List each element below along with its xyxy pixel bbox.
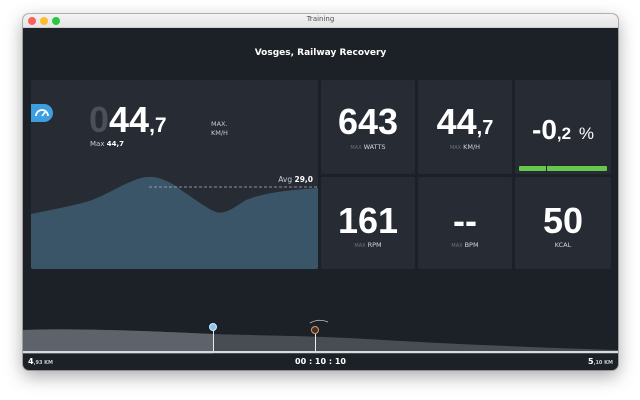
bpm-tile[interactable]: -- MAX BPM (418, 177, 512, 269)
current-speed: 044,7 (89, 102, 167, 138)
speed-unit: KM/H (211, 129, 228, 137)
speed-leading-digit: 0 (89, 99, 110, 140)
balance-unit: % (578, 124, 594, 143)
avg-speed-value: 29,0 (294, 175, 313, 184)
watts-value: 643 (337, 101, 399, 142)
rpm-caption: MAX RPM (321, 241, 415, 249)
avg-speed: Avg 29,0 (278, 175, 313, 184)
speed-tile-decimal: ,7 (476, 117, 494, 139)
bpm-max-prefix: MAX (451, 243, 463, 249)
rpm-tile[interactable]: 161 MAX RPM (321, 177, 415, 269)
zoom-window-button[interactable] (52, 17, 60, 25)
speed-tile-value: 44,7 (418, 104, 512, 140)
distance-covered-integer: 4 (28, 357, 34, 366)
route-total-integer: 5 (587, 357, 594, 366)
kcal-unit: KCAL (554, 241, 572, 249)
close-window-button[interactable] (28, 17, 36, 25)
speed-tile-max-prefix: MAX (449, 145, 462, 151)
kcal-value: 50 (542, 200, 584, 241)
balance-value: -0,2 % (515, 116, 611, 144)
route-total-decimals: ,10 KM (593, 360, 613, 366)
rpm-max-prefix: MAX (354, 243, 366, 249)
balance-marker (546, 162, 547, 173)
speed-tile-unit: KM/H (463, 143, 481, 151)
elapsed-time: 00 : 10 : 10 (295, 357, 346, 366)
rider-marker-stem (213, 330, 214, 352)
speed-history-area (31, 176, 318, 269)
balance-tile[interactable]: -0,2 % (515, 80, 611, 174)
speed-panel[interactable]: 044,7 MAX. KM/H Max 44,7 Avg 29,0 (31, 80, 318, 269)
watts-tile[interactable]: 643 MAX WATTS (321, 80, 415, 174)
opponent-position-marker[interactable] (311, 326, 319, 334)
opponent-marker-stem (315, 334, 316, 352)
watts-max-prefix: MAX (350, 145, 362, 151)
title-bar: Training (23, 14, 618, 28)
balance-bar (519, 166, 607, 171)
elevation-profile[interactable] (23, 314, 618, 354)
speed-tile-caption: MAX KM/H (418, 143, 512, 151)
rpm-value: 161 (337, 200, 399, 241)
opponent-arc (309, 319, 329, 324)
distance-covered-decimals: ,93 KM (33, 360, 54, 366)
watts-unit: WATTS (363, 143, 386, 151)
rpm-unit: RPM (367, 241, 382, 249)
speed-history-chart (31, 176, 318, 269)
speed-tile-integer: 44 (436, 101, 477, 142)
kcal-tile[interactable]: 50 KCAL (515, 177, 611, 269)
elevation-baseline (23, 351, 618, 353)
max-speed-value: 44,7 (106, 140, 124, 148)
avg-speed-label: Avg (278, 175, 293, 184)
page-indicator[interactable] (168, 262, 183, 269)
bpm-caption: MAX BPM (418, 241, 512, 249)
app-window: Training Vosges, Railway Recovery 044,7 … (23, 14, 618, 370)
max-speed: Max 44,7 (90, 140, 124, 148)
elevation-progress (23, 329, 213, 354)
speed-integer: 44 (109, 99, 150, 140)
max-speed-label: Max (90, 140, 105, 148)
kcal-caption: KCAL (515, 241, 611, 249)
watts-caption: MAX WATTS (321, 143, 415, 151)
max-caption: MAX. (211, 120, 228, 128)
distance-covered: 4,93 KM (28, 357, 53, 366)
minimize-window-button[interactable] (40, 17, 48, 25)
balance-decimal: ,2 (556, 124, 572, 143)
route-title: Vosges, Railway Recovery (254, 48, 387, 58)
balance-integer: -0 (532, 114, 557, 145)
bpm-value: -- (453, 200, 477, 241)
speed-unit-label: MAX. KM/H (211, 120, 228, 138)
speed-decimal: ,7 (149, 114, 167, 137)
speedometer-icon (31, 104, 53, 122)
bpm-unit: BPM (464, 241, 479, 249)
window-title: Training (306, 15, 335, 23)
speed-tile[interactable]: 44,7 MAX KM/H (418, 80, 512, 174)
rider-position-marker[interactable] (209, 323, 217, 331)
route-total-distance: 5,10 KM (588, 357, 613, 366)
